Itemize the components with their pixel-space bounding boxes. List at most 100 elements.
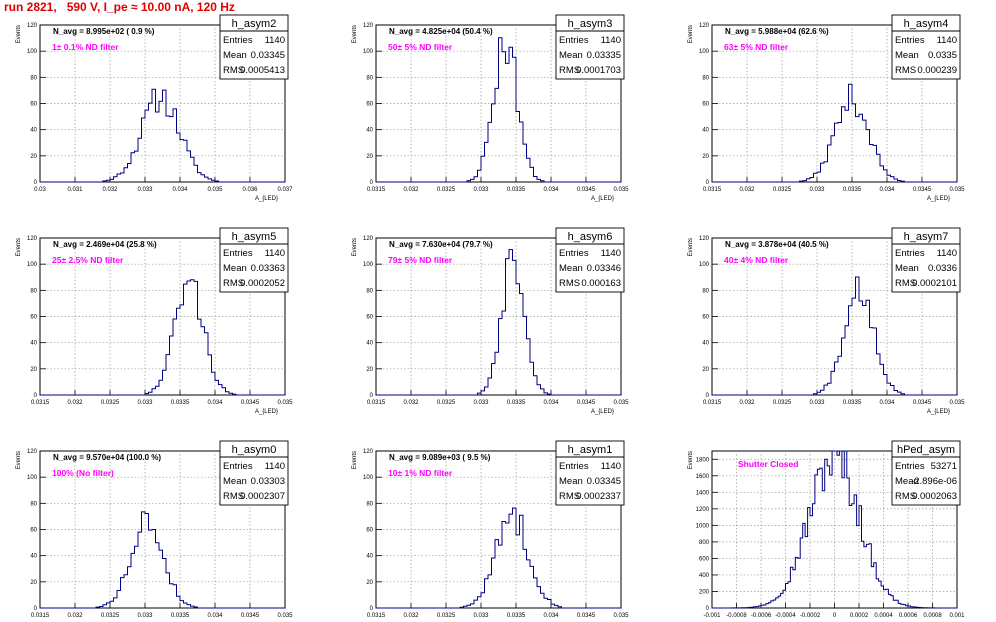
stats-label: Mean [223,263,247,274]
y-tick-label: 40 [366,554,373,560]
y-tick-label: 60 [30,528,37,534]
stats-label: RMS [223,278,244,289]
y-tick-label: 120 [363,236,374,242]
y-tick-label: 100 [27,49,38,55]
stats-label: Entries [223,35,253,46]
stats-value: 0.0002337 [576,491,621,502]
x-axis-label: A_{LED} [591,409,614,415]
histogram-panel-h_asym7: 0.0315 0.032 0.0325 0.033 0.0335 0.034 0.0345 0… [688,227,965,415]
x-tick-label: 0.0325 [773,187,792,193]
y-axis-label: Events [16,238,22,256]
x-tick-label: 0.032 [102,187,118,193]
y-tick-label: 60 [30,315,37,321]
stats-value: 0.0002063 [912,491,957,502]
stats-label: Mean [895,476,919,487]
y-tick-label: 40 [366,128,373,134]
y-tick-label: 80 [30,288,37,294]
y-tick-label: 100 [363,475,374,481]
x-tick-label: 0.0315 [367,613,386,619]
page-title: run 2821, 590 V, I_pe ≈ 10.00 nA, 120 Hz [4,0,235,14]
navg-label: N_avg = 9.089e+03 ( 9.5 %) [389,453,491,462]
x-tick-label: 0.0335 [171,400,190,406]
stats-box: h_asym4 Entries 1140 Mean 0.0335 RMS 0.000239 [891,14,961,80]
x-tick-label: 0.033 [137,613,153,619]
y-tick-label: 80 [30,501,37,507]
stats-label: RMS [895,491,916,502]
histogram-name: h_asym6 [568,231,613,243]
y-tick-label: 40 [30,128,37,134]
x-tick-label: 0.0345 [577,613,596,619]
stats-label: RMS [559,491,580,502]
x-tick-label: 0.035 [613,613,629,619]
y-tick-label: 20 [702,154,709,160]
x-tick-label: 0.0315 [31,400,50,406]
stats-value: 0.0002052 [240,278,285,289]
x-tick-label: 0.0345 [913,187,932,193]
y-tick-label: 0 [34,393,38,399]
y-tick-label: 0 [34,180,38,186]
stats-value: 0.0001703 [576,65,621,76]
filter-label: 25± 2.5% ND filter [52,255,124,265]
y-tick-label: 1600 [696,474,710,480]
x-tick-label: 0.0315 [367,187,386,193]
y-tick-label: 100 [27,262,38,268]
stats-label: Entries [895,248,925,259]
stats-label: Entries [559,248,589,259]
x-tick-label: 0.0315 [703,400,722,406]
x-tick-label: 0.0335 [507,613,526,619]
x-tick-label: 0.032 [67,400,83,406]
stats-value: 0.000163 [581,278,621,289]
stats-box-frame [891,440,961,506]
histogram-name: h_asym4 [904,18,949,30]
y-tick-label: 0 [370,180,374,186]
stats-label: RMS [223,491,244,502]
stats-label: Mean [559,50,583,61]
stats-label: RMS [223,65,244,76]
y-axis-label: Events [688,451,694,469]
histogram-line [712,450,957,609]
stats-value: 1140 [601,461,621,472]
x-tick-label: 0.035 [613,400,629,406]
navg-label: N_avg = 7.630e+04 (79.7 %) [389,240,493,249]
y-axis-label: Events [352,451,358,469]
x-tick-label: 0.032 [67,613,83,619]
y-axis-label: Events [16,25,22,43]
y-tick-label: 60 [366,315,373,321]
stats-value: 1140 [265,461,285,472]
x-tick-label: 0.032 [403,400,419,406]
y-tick-label: 80 [30,75,37,81]
stats-label: Entries [223,461,253,472]
stats-value: -2.896e-06 [911,476,957,487]
x-axis-label: A_{LED} [255,409,278,415]
filter-label: 63± 5% ND filter [724,42,789,52]
histogram-name: h_asym1 [568,444,613,456]
x-tick-label: -0.0002 [800,613,821,619]
y-tick-label: 20 [366,367,373,373]
x-tick-label: 0.032 [739,400,755,406]
y-tick-label: 80 [702,75,709,81]
stats-value: 1140 [937,35,957,46]
stats-value: 1140 [265,248,285,259]
y-tick-label: 1200 [696,507,710,513]
x-tick-label: 0.033 [809,400,825,406]
stats-box-frame [555,227,625,293]
x-tick-label: 0.0335 [843,400,862,406]
stats-box-frame [891,227,961,293]
y-tick-label: 40 [366,341,373,347]
stats-label: Entries [895,35,925,46]
y-tick-label: 60 [30,102,37,108]
x-tick-label: -0.0008 [726,613,747,619]
y-tick-label: 80 [366,75,373,81]
y-tick-label: 600 [699,556,710,562]
x-tick-label: -0.001 [703,613,721,619]
y-tick-label: 0 [34,606,38,612]
stats-box: h_asym6 Entries 1140 Mean 0.03346 RMS 0.000163 [555,227,625,293]
navg-label: N_avg = 8.995e+02 ( 0.9 %) [53,27,155,36]
stats-box-frame [219,14,289,80]
stats-label: Entries [895,461,925,472]
y-tick-label: 120 [363,449,374,455]
histogram-line [40,88,285,183]
y-tick-label: 120 [27,23,38,29]
y-tick-label: 80 [366,501,373,507]
stats-value: 0.03345 [587,476,621,487]
